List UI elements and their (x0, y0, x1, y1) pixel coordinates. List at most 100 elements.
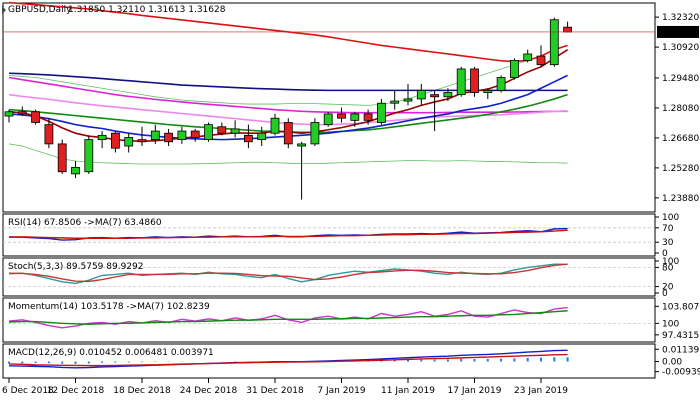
candle-body[interactable] (416, 89, 426, 100)
candle-body[interactable] (31, 111, 41, 123)
chart-ohlc: 1.31850 1.32110 1.31613 1.31628 (68, 5, 226, 15)
current-price-box (657, 25, 699, 38)
time-tick-label: 7 Jan 2019 (317, 386, 365, 396)
candle-body[interactable] (230, 128, 240, 134)
time-tick-label: 12 Dec 2018 (47, 386, 105, 396)
candle-body[interactable] (509, 59, 519, 78)
indicator-tick-label: 97.4315 (662, 331, 699, 341)
candle-body[interactable] (337, 113, 346, 119)
price-panel: 1.32320 1.30920 1.29480 1.28080 1.26680 1.252… (2, 1, 699, 204)
candle-body[interactable] (44, 124, 54, 145)
indicator-panel-4: 0.011397 0.00-0.009391 MACD(12,26,9) 0.010… (8, 345, 700, 378)
band-line-lower (8, 143, 568, 165)
indicator-tick-label: 0 (662, 289, 668, 299)
ma-line-2 (8, 76, 568, 114)
candles (4, 17, 572, 200)
price-plot (4, 1, 572, 200)
time-tick-label: 31 Dec 2018 (246, 386, 304, 396)
candle-body[interactable] (323, 113, 333, 126)
candle-body[interactable] (297, 143, 307, 147)
indicator-tick-label: 30 (662, 238, 674, 248)
price-tick-label: 1.28080 (662, 104, 699, 114)
price-tick-label: 1.26680 (662, 134, 699, 144)
indicator-tick-label: 103.8076 (662, 302, 700, 312)
time-tick-label: 17 Jan 2019 (448, 386, 502, 396)
indicator-tick-label: 0.011397 (662, 345, 700, 355)
candle-body[interactable] (496, 77, 506, 91)
candle-body[interactable] (456, 68, 466, 96)
candle-body[interactable] (283, 122, 293, 145)
time-tick-label: 18 Dec 2018 (113, 386, 171, 396)
candle-body[interactable] (217, 126, 227, 134)
candle-body[interactable] (84, 139, 94, 173)
time-tick-label: 23 Jan 2019 (514, 386, 568, 396)
candle-body[interactable] (430, 94, 440, 98)
candle-body[interactable] (483, 89, 493, 93)
current-price-label: 1.31628 (660, 28, 697, 38)
indicator-title: RSI(14) 67.8506 ->MA(7) 63.4860 (8, 218, 162, 228)
indicator-title: Momentum(14) 103.5178 ->MA(7) 102.8239 (8, 302, 210, 312)
indicator-tick-label: 20 (662, 283, 674, 293)
candle-body[interactable] (563, 26, 572, 33)
header-arrow-icon (2, 6, 6, 14)
candle-body[interactable] (523, 53, 533, 61)
candle-body[interactable] (177, 130, 187, 141)
indicator-line-1 (8, 310, 568, 325)
indicator-tick-label: 100 (662, 213, 679, 223)
candle-body[interactable] (270, 117, 280, 134)
indicator-tick-label: 80 (662, 263, 674, 273)
candle-body[interactable] (443, 92, 453, 98)
candle-body[interactable] (470, 68, 479, 93)
candle-body[interactable] (257, 132, 267, 141)
indicator-tick-label: 100 (662, 319, 679, 329)
candle-body[interactable] (164, 132, 174, 143)
panel-frame-2 (2, 257, 656, 297)
indicator-tick-label: 0 (662, 249, 668, 259)
candle-body[interactable] (97, 134, 107, 141)
indicator-title: MACD(12,26,9) 0.010452 0.006481 0.003971 (8, 348, 214, 358)
candle-body[interactable] (350, 113, 360, 121)
panel-frame-3 (2, 297, 656, 343)
time-tick-label: 6 Dec 2018 (2, 386, 54, 396)
price-tick-label: 1.32320 (662, 13, 699, 23)
candle-body[interactable] (4, 111, 14, 117)
candle-body[interactable] (111, 132, 120, 149)
chart-symbol: GBPUSD,Daily (8, 5, 72, 15)
indicator-tick-label: 70 (662, 224, 674, 234)
candle-body[interactable] (536, 55, 546, 66)
indicator-tick-label: 0.00 (662, 358, 682, 368)
candle-body[interactable] (204, 124, 213, 141)
candle-body[interactable] (190, 130, 200, 138)
candle-body[interactable] (57, 143, 67, 173)
indicator-line-1 (9, 229, 568, 239)
price-tick-label: 1.25280 (662, 164, 699, 174)
candle-body[interactable] (403, 98, 413, 102)
candle-body[interactable] (390, 100, 400, 104)
candle-body[interactable] (71, 167, 80, 175)
candle-body[interactable] (150, 130, 160, 141)
candle-body[interactable] (243, 134, 253, 143)
price-tick-label: 1.23880 (662, 194, 699, 204)
candle-body[interactable] (137, 139, 147, 143)
price-tick-label: 1.30920 (662, 43, 699, 53)
indicator-line-1 (8, 353, 568, 367)
candle-body[interactable] (549, 19, 559, 66)
time-tick-label: 11 Jan 2019 (381, 386, 435, 396)
candle-body[interactable] (310, 122, 320, 145)
indicator-line-1 (8, 263, 568, 283)
indicator-panel-3: 103.8076 100 97.4315 Momentum(14) 103.5178 … (3, 302, 700, 341)
indicator-tick-label: -0.009391 (662, 368, 700, 378)
candle-body[interactable] (17, 111, 27, 115)
candle-body[interactable] (124, 137, 134, 147)
time-tick-label: 24 Dec 2018 (180, 386, 238, 396)
candle-body[interactable] (363, 113, 373, 121)
price-tick-label: 1.29480 (662, 74, 699, 84)
candle-body[interactable] (376, 102, 386, 123)
indicator-title: Stoch(5,3,3) 89.5759 89.9292 (8, 262, 143, 272)
